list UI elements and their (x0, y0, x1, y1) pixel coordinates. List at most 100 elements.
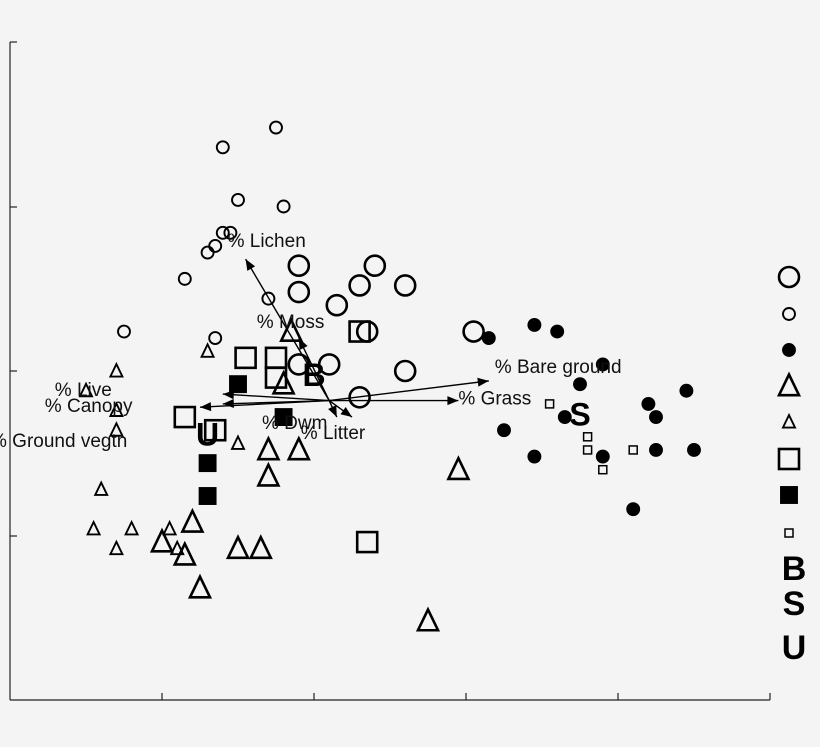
vector-arrowhead (200, 402, 212, 412)
data-point-triangle-large (256, 461, 281, 487)
legend-symbol-square-large (777, 447, 801, 471)
data-point-square-filled (274, 408, 293, 427)
legend-label: B (782, 550, 807, 588)
data-point-circle-small (215, 140, 230, 155)
data-point-circle-small (200, 245, 215, 260)
data-point-triangle-large (286, 435, 311, 461)
vector-arrowhead (340, 406, 352, 418)
data-point-circle-filled (557, 410, 572, 425)
data-point-triangle-large (446, 455, 471, 481)
data-point-square-large (264, 346, 288, 370)
vector-arrowhead (245, 259, 256, 271)
vector-line (298, 337, 330, 401)
data-point-circle-large (317, 353, 341, 376)
data-point-circle-large (355, 320, 379, 343)
data-point-circle-filled (497, 423, 511, 438)
data-point-square-filled (198, 487, 217, 505)
legend-symbol-triangle-large (776, 371, 802, 397)
vector-arrowhead (328, 405, 337, 418)
data-point-circle-filled (481, 331, 496, 346)
data-point-square-large (234, 346, 257, 370)
data-point-circle-filled (527, 449, 542, 464)
data-point-triangle-small (230, 434, 246, 450)
data-point-square-small (628, 445, 638, 455)
data-point-circle-filled (595, 357, 610, 372)
data-point-square-filled (229, 375, 247, 394)
data-point-triangle-small (200, 342, 216, 358)
points-layer (78, 120, 701, 632)
vectors-layer: % Lichen % Moss % Live% Canopy % Ground veg… (0, 231, 622, 452)
group-label: U (196, 416, 219, 452)
data-point-circle-large (393, 274, 417, 297)
vector-arrowhead (222, 390, 235, 400)
legend-symbol-square-filled (780, 486, 798, 504)
data-point-square-small (582, 432, 593, 442)
legend-symbol-circle-small (782, 307, 796, 321)
data-point-triangle-large (279, 317, 304, 343)
data-point-circle-filled (595, 449, 610, 464)
vector-label: % Live (55, 380, 112, 401)
data-point-circle-small (208, 331, 223, 346)
legend-label: S (783, 585, 806, 623)
data-point-circle-large (363, 254, 387, 278)
data-point-triangle-large (225, 534, 251, 560)
vector-line (329, 380, 489, 402)
vector-line (199, 399, 330, 408)
data-point-circle-large (462, 320, 485, 343)
data-point-square-filled (198, 454, 217, 473)
data-point-square-small (598, 464, 608, 475)
data-point-triangle-small (93, 480, 109, 496)
vector-label: % Ground vegtn (0, 431, 127, 452)
data-point-square-large (264, 366, 288, 389)
data-point-circle-small (269, 120, 283, 135)
legend-symbol-triangle-small (781, 412, 797, 429)
group-labels-layer: B S U (196, 357, 591, 452)
data-point-circle-small (117, 324, 131, 339)
data-point-triangle-small (108, 401, 124, 417)
data-point-triangle-large (256, 435, 281, 461)
data-point-circle-large (287, 254, 311, 278)
vector-line (222, 393, 330, 402)
vector-arrowhead (477, 377, 489, 387)
data-point-circle-large (287, 353, 311, 376)
data-point-triangle-large (187, 573, 213, 599)
data-point-triangle-large (248, 534, 273, 560)
data-point-circle-large (287, 280, 311, 304)
data-point-circle-filled (649, 443, 663, 457)
data-point-circle-large (348, 274, 371, 297)
data-point-circle-filled (687, 443, 701, 457)
vector-line (244, 258, 330, 401)
data-point-triangle-small (78, 381, 94, 398)
data-point-triangle-small (86, 519, 102, 536)
legend-symbol-circle-filled (782, 343, 796, 357)
data-point-circle-filled (679, 383, 694, 398)
legend-symbol-circle-large (777, 265, 801, 289)
data-point-square-small (582, 445, 593, 455)
axes (9, 41, 771, 701)
data-point-circle-large (348, 386, 371, 409)
vector-label: % Bare ground (495, 357, 622, 378)
data-point-circle-large (393, 359, 417, 383)
vector-label: % Canopy (45, 396, 133, 417)
legend-symbol-square-small (784, 528, 794, 538)
data-point-circle-small (231, 192, 245, 207)
data-point-triangle-small (108, 421, 124, 437)
data-point-triangle-small (108, 361, 124, 378)
data-point-triangle-large (180, 507, 205, 533)
data-point-circle-filled (649, 410, 663, 425)
data-point-circle-large (325, 293, 349, 317)
vector-arrowhead (298, 338, 308, 350)
data-point-triangle-small (169, 539, 185, 556)
legend-label: U (782, 629, 807, 667)
data-point-circle-small (223, 225, 238, 240)
data-point-square-large (203, 418, 227, 442)
data-point-square-small (544, 399, 555, 409)
data-point-circle-filled (550, 324, 565, 339)
vector-label: % Dwm (262, 413, 327, 434)
data-point-circle-small (177, 271, 192, 286)
vector-label: % Moss (257, 312, 325, 333)
data-point-circle-small (261, 291, 276, 306)
data-point-square-large (348, 320, 371, 343)
group-label: B (302, 357, 325, 393)
